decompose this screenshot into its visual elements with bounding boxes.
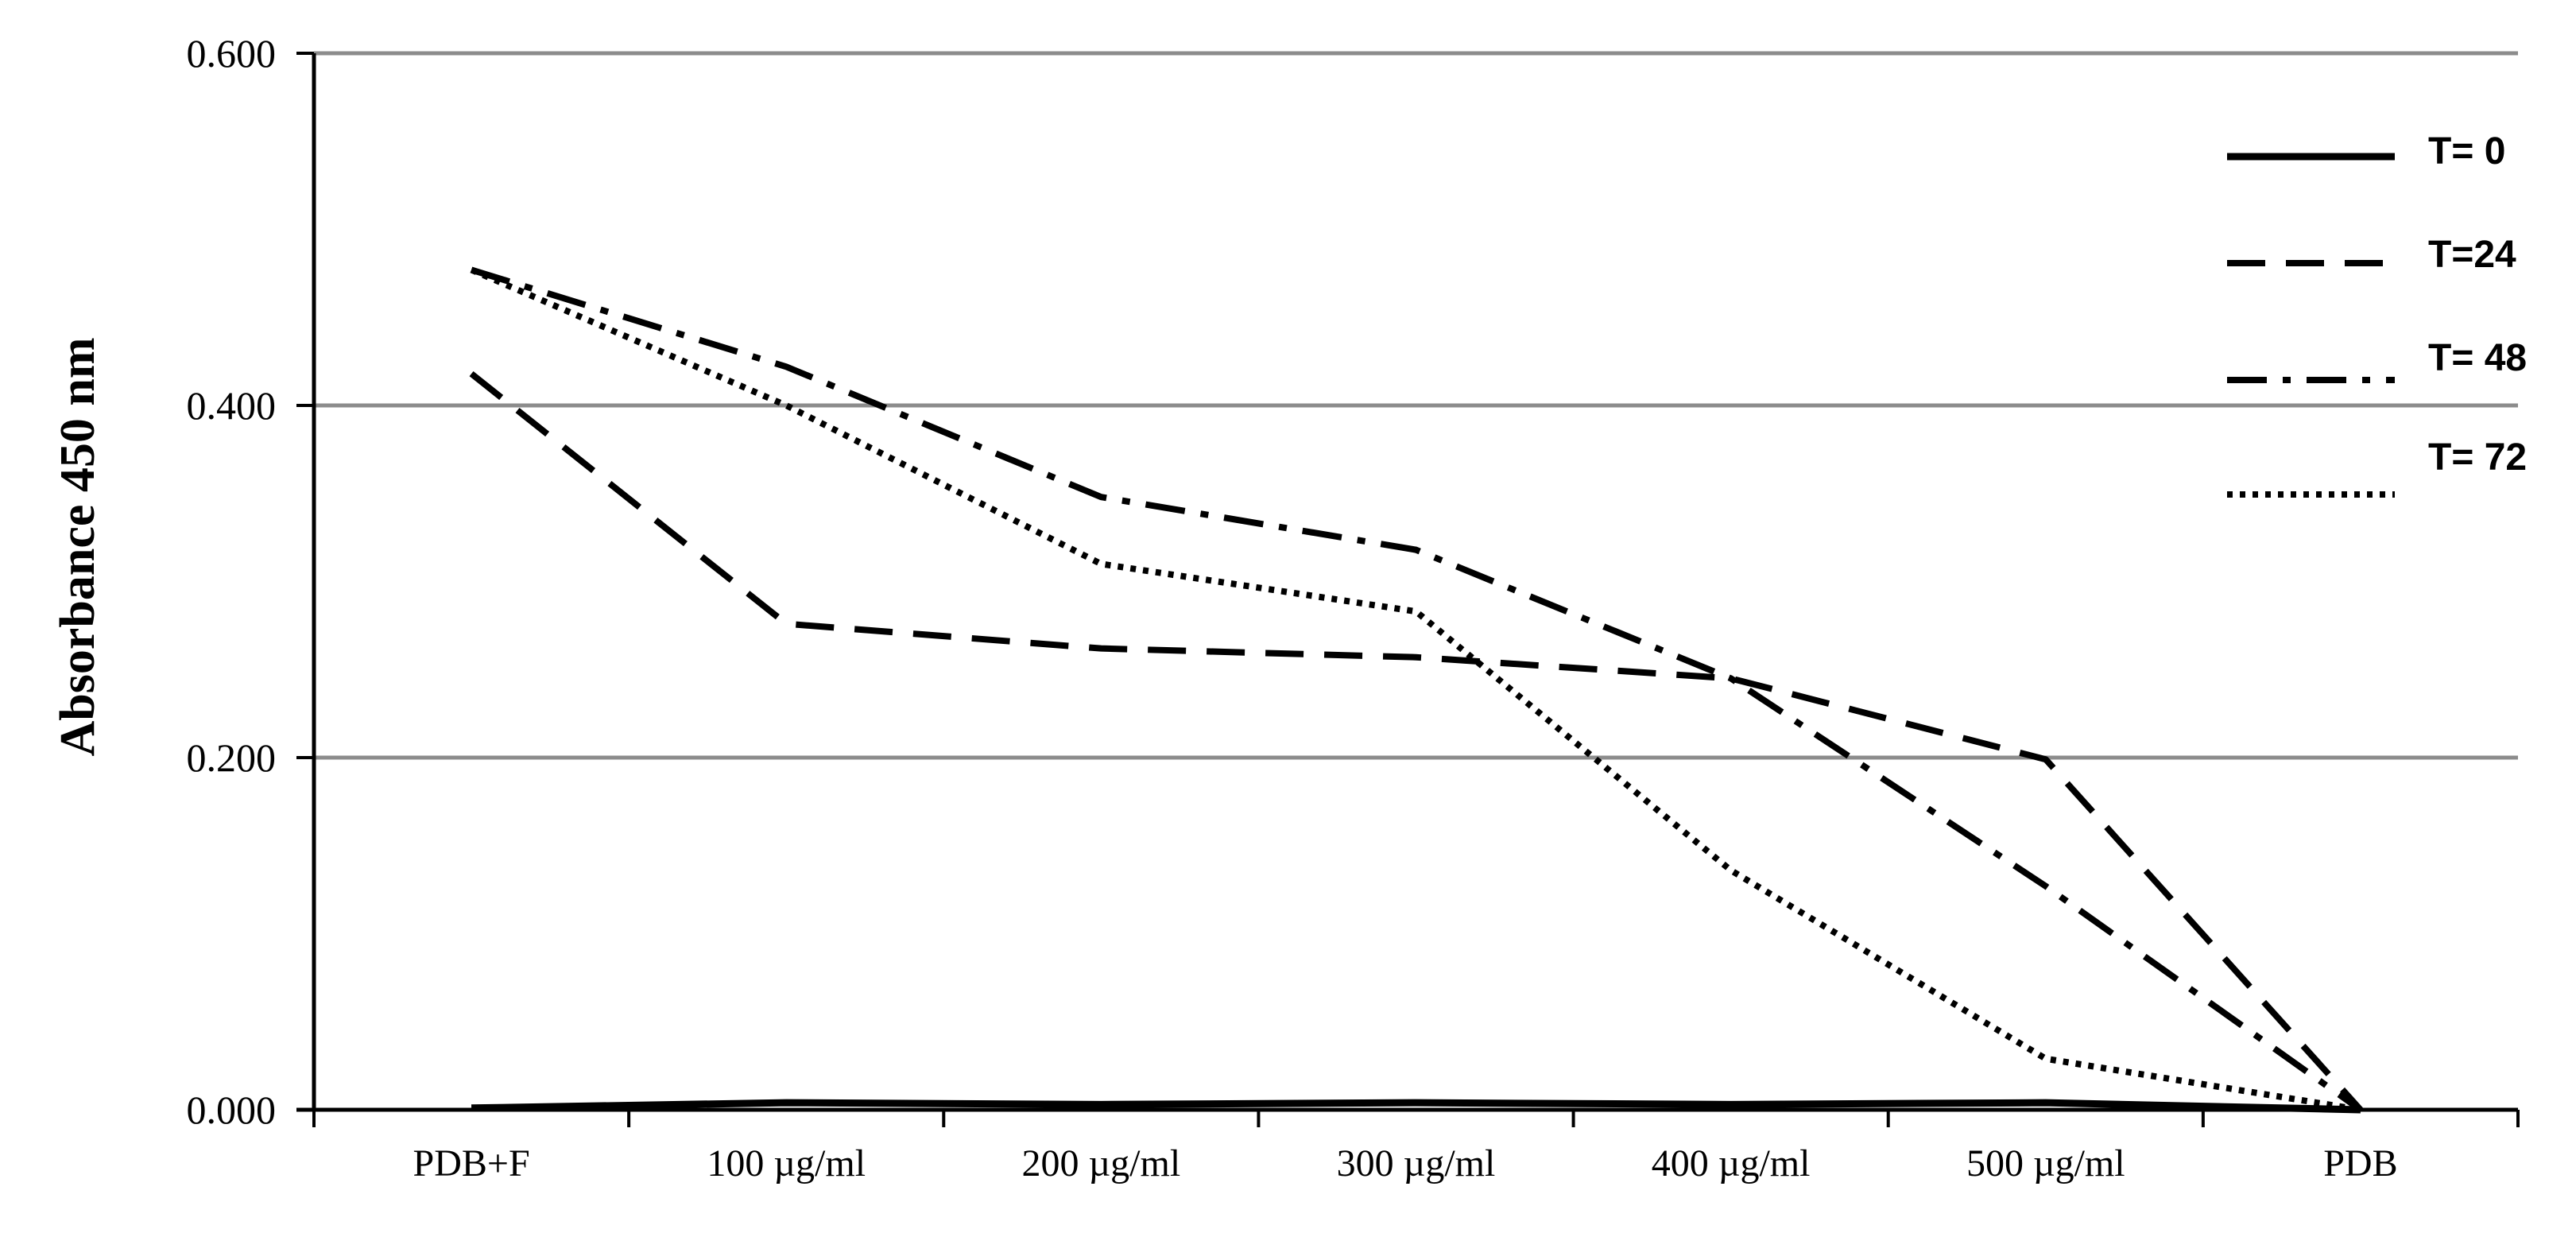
legend: T= 0 T=24 T= 48 T= 72 — [2227, 130, 2527, 498]
x-tick-label: 500 µg/ml — [1966, 1142, 2125, 1185]
legend-label: T= 48 — [2428, 337, 2527, 379]
series-line-t0 — [471, 1099, 2361, 1114]
series-line-t48 — [470, 266, 2363, 1113]
x-tick-labels: PDB+F 100 µg/ml 200 µg/ml 300 µg/ml 400 µg/m… — [413, 1142, 2398, 1185]
series-line-t24 — [469, 370, 2363, 1112]
legend-label: T=24 — [2428, 234, 2516, 276]
x-tick-label: PDB — [2323, 1142, 2397, 1185]
gridlines — [314, 51, 2518, 760]
series-lines — [469, 266, 2363, 1114]
series-line-t72 — [470, 266, 2361, 1113]
x-tick-label: 100 µg/ml — [707, 1142, 866, 1185]
y-tick-labels: 0.000 0.200 0.400 0.600 — [187, 31, 277, 1132]
y-axis-label: Absorbance 450 nm — [51, 337, 105, 756]
legend-label: T= 0 — [2428, 130, 2505, 173]
x-tick-label: 400 µg/ml — [1652, 1142, 1811, 1185]
y-tick-label: 0.000 — [187, 1088, 277, 1132]
y-tick-label: 0.400 — [187, 383, 277, 428]
x-tick-label: PDB+F — [413, 1142, 530, 1185]
y-tick-label: 0.600 — [187, 31, 277, 76]
legend-label: T= 72 — [2428, 436, 2527, 479]
axes — [296, 52, 2520, 1127]
y-tick-label: 0.200 — [187, 735, 277, 780]
x-tick-label: 300 µg/ml — [1337, 1142, 1496, 1185]
x-tick-label: 200 µg/ml — [1022, 1142, 1181, 1185]
